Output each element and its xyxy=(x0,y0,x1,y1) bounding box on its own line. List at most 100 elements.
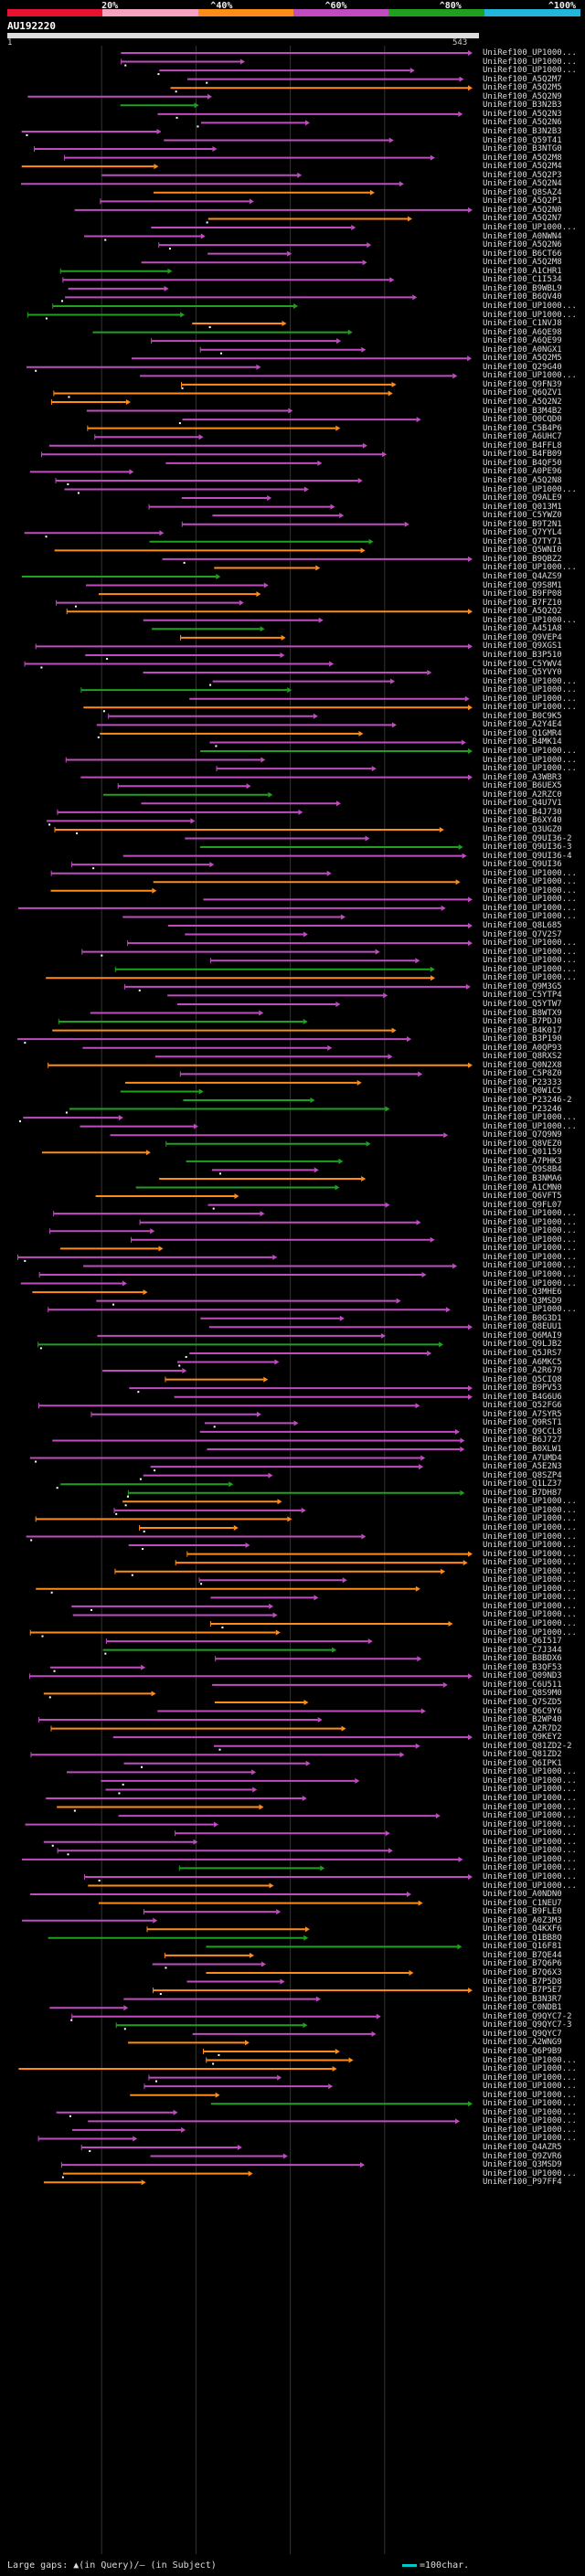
hit-label[interactable]: UniRef100_UP1000... xyxy=(483,1209,577,1219)
hit-label[interactable]: UniRef100_Q4AZS9 xyxy=(483,572,562,581)
hit-label[interactable]: UniRef100_C7J344 xyxy=(483,1645,562,1655)
hit-label[interactable]: UniRef100_Q9FL07 xyxy=(483,1200,562,1210)
hit-label[interactable]: UniRef100_Q5WNI0 xyxy=(483,546,562,556)
hit-label[interactable]: UniRef100_UP1000... xyxy=(483,1541,577,1551)
hit-label[interactable]: UniRef100_UP1000... xyxy=(483,1593,577,1603)
hit-label[interactable]: UniRef100_C0NDB1 xyxy=(483,2003,562,2013)
hit-label[interactable]: UniRef100_B0C9K5 xyxy=(483,711,562,721)
hit-label[interactable]: UniRef100_A0PE96 xyxy=(483,467,562,477)
hit-label[interactable]: UniRef100_Q16F81 xyxy=(483,1942,562,1952)
hit-label[interactable]: UniRef100_Q9S8M1 xyxy=(483,580,562,590)
hit-label[interactable]: UniRef100_Q3MSD9 xyxy=(483,2160,562,2170)
hit-label[interactable]: UniRef100_B8WTX9 xyxy=(483,1008,562,1018)
hit-label[interactable]: UniRef100_Q8S9M0 xyxy=(483,1689,562,1699)
hit-label[interactable]: UniRef100_A2Y4E4 xyxy=(483,720,562,730)
hit-label[interactable]: UniRef100_A5Q2N3 xyxy=(483,109,562,119)
hit-label[interactable]: UniRef100_C1NEU7 xyxy=(483,1898,562,1908)
hit-label[interactable]: UniRef100_UP1000... xyxy=(483,2134,577,2144)
hit-label[interactable]: UniRef100_UP1000... xyxy=(483,563,577,573)
hit-label[interactable]: UniRef100_UP1000... xyxy=(483,2116,577,2126)
hit-label[interactable]: UniRef100_UP1000... xyxy=(483,1226,577,1236)
hit-label[interactable]: UniRef100_B6CT66 xyxy=(483,249,562,259)
hit-label[interactable]: UniRef100_Q6P9B9 xyxy=(483,2046,562,2056)
hit-label[interactable]: UniRef100_A5E2N3 xyxy=(483,1462,562,1472)
hit-label[interactable]: UniRef100_B3P190 xyxy=(483,1034,562,1044)
hit-label[interactable]: UniRef100_B4FB09 xyxy=(483,450,562,460)
hit-label[interactable]: UniRef100_Q3MSD9 xyxy=(483,1296,562,1306)
hit-label[interactable]: UniRef100_A2R7D2 xyxy=(483,1723,562,1733)
hit-label[interactable]: UniRef100_B9QBZ2 xyxy=(483,554,562,564)
hit-label[interactable]: UniRef100_UP1000... xyxy=(483,1270,577,1279)
hit-label[interactable]: UniRef100_UP1000... xyxy=(483,1871,577,1882)
hit-label[interactable]: UniRef100_A5Q2M5 xyxy=(483,354,562,364)
hit-label[interactable]: UniRef100_UP1000... xyxy=(483,1767,577,1777)
hit-label[interactable]: UniRef100_C1NVJ8 xyxy=(483,319,562,329)
hit-label[interactable]: UniRef100_Q8SAZ4 xyxy=(483,187,562,197)
hit-label[interactable]: UniRef100_Q6C9Y6 xyxy=(483,1706,562,1716)
hit-label[interactable]: UniRef100_Q9KEY2 xyxy=(483,1733,562,1743)
hit-label[interactable]: UniRef100_Q9UI36-3 xyxy=(483,843,572,853)
hit-label[interactable]: UniRef100_A5Q2Q2 xyxy=(483,607,562,617)
hit-label[interactable]: UniRef100_P23246 xyxy=(483,1104,562,1114)
hit-label[interactable]: UniRef100_A5Q2P1 xyxy=(483,196,562,207)
hit-label[interactable]: UniRef100_A7PHK3 xyxy=(483,1156,562,1166)
hit-label[interactable]: UniRef100_UP1000... xyxy=(483,2064,577,2074)
hit-label[interactable]: UniRef100_Q5YTW7 xyxy=(483,999,562,1009)
hit-label[interactable]: UniRef100_Q9S8B4 xyxy=(483,1165,562,1175)
hit-label[interactable]: UniRef100_A6UHC7 xyxy=(483,432,562,442)
hit-label[interactable]: UniRef100_UP1000... xyxy=(483,1261,577,1271)
hit-label[interactable]: UniRef100_B4J730 xyxy=(483,807,562,817)
hit-label[interactable]: UniRef100_B7DH87 xyxy=(483,1488,562,1498)
hit-label[interactable]: UniRef100_Q3UGZ0 xyxy=(483,824,562,834)
hit-label[interactable]: UniRef100_Q7Q9N9 xyxy=(483,1130,562,1140)
hit-label[interactable]: UniRef100_B3N3R7 xyxy=(483,1994,562,2004)
hit-label[interactable]: UniRef100_UP1000... xyxy=(483,1785,577,1795)
hit-label[interactable]: UniRef100_UP1000... xyxy=(483,2090,577,2100)
hit-label[interactable]: UniRef100_B3P510 xyxy=(483,650,562,660)
hit-label[interactable]: UniRef100_A7UMD4 xyxy=(483,1453,562,1463)
hit-label[interactable]: UniRef100_UP1000... xyxy=(483,755,577,765)
hit-label[interactable]: UniRef100_B6QV40 xyxy=(483,292,562,302)
hit-label[interactable]: UniRef100_A6QE99 xyxy=(483,336,562,346)
hit-label[interactable]: UniRef100_UP1000... xyxy=(483,947,577,957)
hit-label[interactable]: UniRef100_UP1000... xyxy=(483,1619,577,1628)
hit-label[interactable]: UniRef100_A6MKC5 xyxy=(483,1357,562,1367)
hit-label[interactable]: UniRef100_UP1000... xyxy=(483,1235,577,1245)
hit-label[interactable]: UniRef100_A0Z3M3 xyxy=(483,1915,562,1925)
hit-label[interactable]: UniRef100_Q9ZVR6 xyxy=(483,2151,562,2161)
hit-label[interactable]: UniRef100_A5Q2N6 xyxy=(483,118,562,128)
hit-label[interactable]: UniRef100_C5P8Z0 xyxy=(483,1069,562,1079)
hit-label[interactable]: UniRef100_Q0CQD0 xyxy=(483,415,562,425)
hit-label[interactable]: UniRef100_B0G3D1 xyxy=(483,1313,562,1323)
hit-label[interactable]: UniRef100_UP1000... xyxy=(483,57,577,67)
hit-label[interactable]: UniRef100_UP1000... xyxy=(483,615,577,625)
hit-label[interactable]: UniRef100_B4QF50 xyxy=(483,458,562,468)
hit-label[interactable]: UniRef100_A6QE98 xyxy=(483,327,562,337)
hit-label[interactable]: UniRef100_A3WBR3 xyxy=(483,772,562,782)
hit-label[interactable]: UniRef100_UP1000... xyxy=(483,1505,577,1515)
hit-label[interactable]: UniRef100_UP1000... xyxy=(483,484,577,494)
hit-label[interactable]: UniRef100_UP1000... xyxy=(483,1558,577,1568)
hit-label[interactable]: UniRef100_Q9QYC7-2 xyxy=(483,2011,572,2021)
hit-label[interactable]: UniRef100_A451A8 xyxy=(483,624,562,634)
hit-label[interactable]: UniRef100_UP1000... xyxy=(483,2125,577,2135)
hit-label[interactable]: UniRef100_Q6MAI9 xyxy=(483,1330,562,1341)
hit-label[interactable]: UniRef100_Q7TY71 xyxy=(483,536,562,546)
hit-label[interactable]: UniRef100_A5Q2M7 xyxy=(483,74,562,84)
hit-label[interactable]: UniRef100_UP1000... xyxy=(483,964,577,974)
hit-label[interactable]: UniRef100_C1I534 xyxy=(483,275,562,285)
hit-label[interactable]: UniRef100_Q9QYC7-3 xyxy=(483,2020,572,2030)
hit-label[interactable]: UniRef100_P23333 xyxy=(483,1077,562,1087)
hit-label[interactable]: UniRef100_Q6VFT5 xyxy=(483,1192,562,1202)
hit-label[interactable]: UniRef100_UP1000... xyxy=(483,1829,577,1839)
hit-label[interactable]: UniRef100_A5Q2N2 xyxy=(483,398,562,407)
hit-label[interactable]: UniRef100_B3N2B3 xyxy=(483,101,562,111)
hit-label[interactable]: UniRef100_UP1000... xyxy=(483,2168,577,2178)
hit-label[interactable]: UniRef100_Q4U7V1 xyxy=(483,799,562,809)
hit-label[interactable]: UniRef100_C6U511 xyxy=(483,1680,562,1690)
hit-label[interactable]: UniRef100_A0NDN0 xyxy=(483,1890,562,1900)
hit-label[interactable]: UniRef100_B4MK14 xyxy=(483,737,562,747)
hit-label[interactable]: UniRef100_Q7SZD5 xyxy=(483,1697,562,1707)
hit-label[interactable]: UniRef100_A5Q2N8 xyxy=(483,475,562,485)
hit-label[interactable]: UniRef100_B2WP40 xyxy=(483,1715,562,1725)
